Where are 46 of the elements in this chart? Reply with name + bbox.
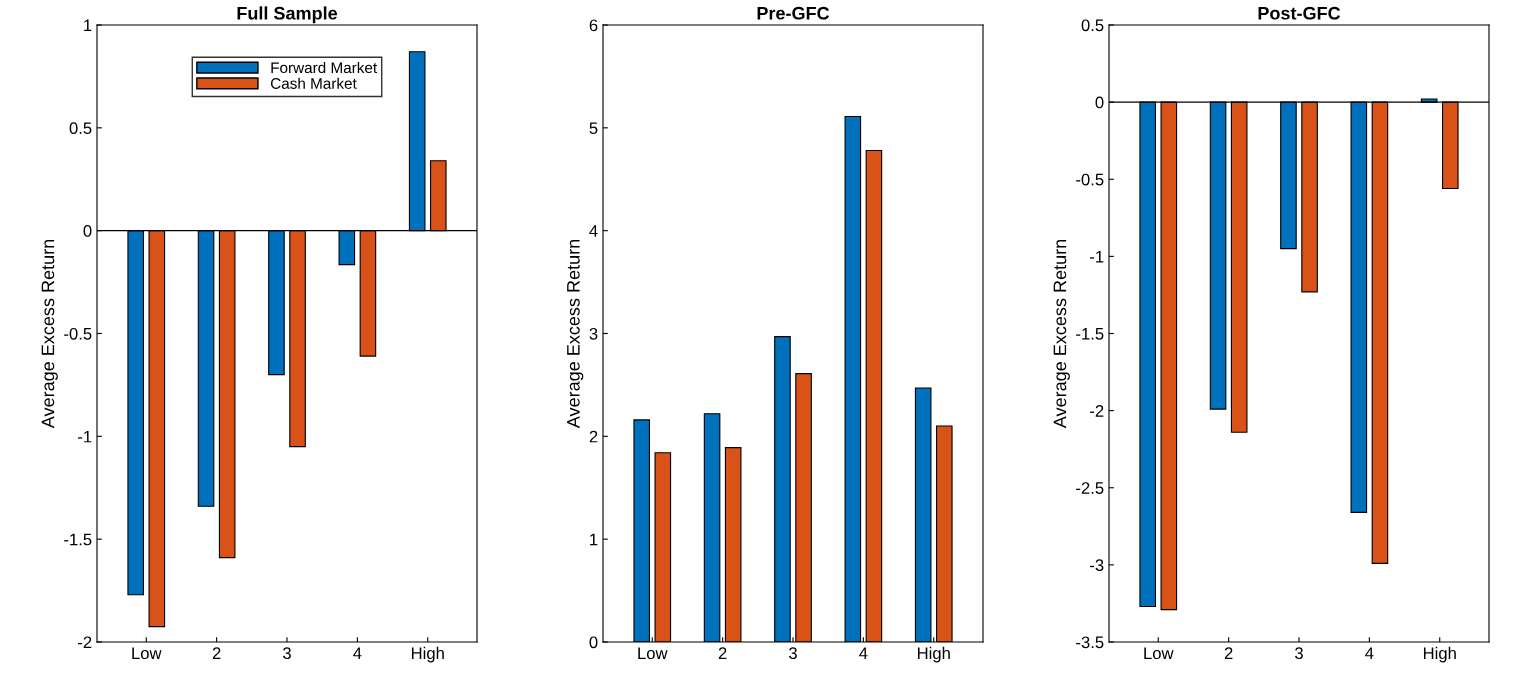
x-tick-label: 4: [1365, 647, 1374, 659]
y-tick-label: 3: [589, 327, 598, 340]
x-tick-label: 3: [283, 647, 291, 660]
y-axis-title: Average Excess Return: [1053, 239, 1070, 429]
x-tick-label: 2: [212, 647, 221, 659]
chart-title: Post-GFC: [1258, 6, 1341, 20]
y-tick-label: 0: [83, 225, 92, 237]
y-tick-label: 2: [589, 430, 598, 443]
legend-label: Forward Market: [271, 61, 378, 74]
x-tick-label: High: [411, 646, 444, 663]
x-tick-label: Low: [638, 647, 668, 660]
x-tick-label: Low: [1144, 647, 1174, 660]
y-tick-label: -1.5: [64, 533, 92, 546]
x-tick-label: High: [1423, 646, 1456, 663]
x-tick-label: 4: [353, 647, 362, 659]
y-tick-label: -0.5: [1076, 173, 1104, 186]
y-axis-title: Average Excess Return: [567, 239, 584, 429]
x-tick-label: High: [917, 646, 950, 663]
legend-label: Cash Market: [270, 77, 357, 89]
y-axis-title: Average Excess Return: [41, 239, 58, 429]
x-tick-label: 3: [789, 647, 797, 660]
y-tick-label: 0.5: [69, 122, 92, 135]
y-tick-label: 5: [589, 122, 598, 135]
y-tick-label: -2.5: [1076, 482, 1104, 494]
x-tick-label: 3: [1295, 647, 1303, 660]
y-tick-label: 1: [84, 19, 92, 32]
y-tick-label: -3: [1090, 559, 1104, 572]
y-tick-label: 0.5: [1081, 19, 1104, 32]
y-tick-label: -2: [78, 636, 92, 649]
y-tick-label: 1: [590, 533, 598, 546]
y-tick-label: -1: [1090, 250, 1104, 263]
y-tick-label: 0: [589, 636, 598, 649]
x-tick-label: Low: [132, 647, 162, 660]
y-tick-label: 4: [589, 225, 598, 237]
chart-title: Full Sample: [237, 6, 338, 24]
y-tick-label: -0.5: [64, 327, 92, 340]
y-tick-label: -3.5: [1076, 636, 1104, 649]
y-tick-label: 0: [1095, 96, 1104, 109]
x-tick-label: 2: [1224, 647, 1233, 659]
x-tick-label: 2: [718, 647, 727, 659]
y-tick-label: -2: [1090, 405, 1104, 417]
chart-title: Pre-GFC: [757, 6, 830, 20]
y-tick-label: -1.5: [1076, 328, 1104, 340]
y-tick-label: -1: [78, 430, 92, 443]
y-tick-label: 6: [589, 19, 598, 32]
x-tick-label: 4: [859, 647, 868, 659]
